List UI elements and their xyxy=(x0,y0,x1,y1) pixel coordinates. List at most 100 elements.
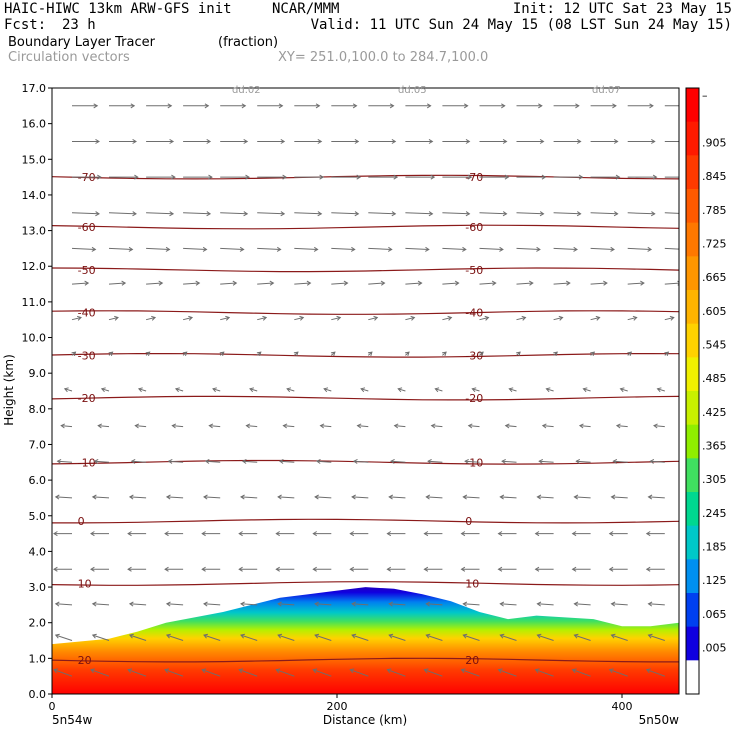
wind-vector xyxy=(537,603,554,606)
wind-vector-head xyxy=(649,103,654,109)
wind-vector-head xyxy=(645,668,651,674)
contour-line xyxy=(52,267,679,273)
wind-vector xyxy=(426,496,443,499)
wind-vector-head xyxy=(275,566,280,572)
colorbar-swatch xyxy=(686,121,699,156)
wind-vector-head xyxy=(282,174,287,180)
wind-vector xyxy=(590,212,618,215)
wind-vector-head xyxy=(664,351,670,357)
wind-vector xyxy=(574,603,591,606)
wind-vector xyxy=(463,603,480,606)
wind-vector xyxy=(394,425,406,428)
wind-vector-head xyxy=(164,566,169,572)
wind-vector xyxy=(516,247,540,250)
wind-vector-head xyxy=(204,458,210,464)
wind-vector-head xyxy=(613,211,619,217)
wind-vector-head xyxy=(516,351,521,357)
wind-vector-head xyxy=(582,387,588,393)
colorbar-label: – xyxy=(702,89,708,102)
wind-vector-head xyxy=(608,531,614,537)
wind-vector-head xyxy=(351,494,356,500)
colorbar: – .905 .845 .785 .725 .665 .605 .545 .485 .425 .36… xyxy=(685,87,727,695)
wind-vector xyxy=(611,634,628,641)
colorbar-frame xyxy=(685,87,700,695)
wind-vector-head xyxy=(56,458,62,464)
y-tick-label: 4.0 xyxy=(29,545,47,558)
wind-vector-head xyxy=(134,423,140,429)
wind-vector xyxy=(657,388,665,392)
wind-vector-head xyxy=(647,601,653,607)
wind-vector-head xyxy=(91,633,97,639)
wind-vector-head xyxy=(238,531,243,537)
colorbar-swatch xyxy=(686,559,699,594)
wind-vector-head xyxy=(306,280,312,286)
colorbar-swatch xyxy=(686,290,699,325)
wind-vector-head xyxy=(169,138,175,144)
wind-vector-head xyxy=(573,633,579,639)
colorbar-swatch xyxy=(686,256,699,291)
wind-vector xyxy=(479,282,496,285)
contour-label: -30 xyxy=(465,349,483,362)
wind-vector-head xyxy=(352,458,358,464)
wind-vector-head xyxy=(351,601,356,607)
wind-vector xyxy=(424,669,443,677)
wind-vector xyxy=(183,212,211,215)
wind-vector-head xyxy=(91,601,97,607)
y-tick-label: 16.0 xyxy=(22,118,47,131)
wind-vector-head xyxy=(425,601,431,607)
contour-label: -40 xyxy=(78,307,96,320)
wind-vector xyxy=(442,247,466,250)
wind-vector-head xyxy=(656,387,662,393)
wind-vector-head xyxy=(130,458,136,464)
wind-vector xyxy=(611,496,628,499)
colorbar-swatch xyxy=(686,525,699,560)
y-tick-label: 14.0 xyxy=(22,189,47,202)
wind-vector xyxy=(590,317,600,321)
colorbar-swatch xyxy=(686,593,699,628)
wind-vector-head xyxy=(571,668,577,674)
wind-vector xyxy=(648,603,665,606)
y-tick-label: 0.0 xyxy=(29,688,47,701)
wind-vector-head xyxy=(63,387,69,393)
wind-vector-head xyxy=(388,633,394,639)
wind-vector-head xyxy=(174,387,180,393)
wind-vector-head xyxy=(128,494,134,500)
wind-vector xyxy=(357,425,369,428)
wind-vector xyxy=(220,317,230,321)
wind-vector xyxy=(650,460,665,463)
contour-line xyxy=(52,518,679,524)
wind-vector xyxy=(314,634,332,641)
wind-vector-head xyxy=(275,531,280,537)
wind-vector xyxy=(168,460,184,463)
x-axis-label: Distance (km) xyxy=(323,713,407,727)
wind-vector xyxy=(164,669,184,677)
wind-vector xyxy=(146,247,170,250)
wind-vector xyxy=(94,460,110,463)
wind-vector-head xyxy=(53,531,58,537)
wind-vector-head xyxy=(158,280,164,286)
contour-label: -60 xyxy=(465,221,483,234)
wind-vector-head xyxy=(499,633,505,639)
wind-vector-head xyxy=(71,351,77,357)
wind-vector xyxy=(331,317,341,321)
wind-vector xyxy=(352,496,369,499)
wind-vector-head xyxy=(615,174,621,180)
wind-vector-head xyxy=(578,174,584,180)
wind-vector-head xyxy=(314,633,320,639)
tracer-field xyxy=(52,587,679,694)
wind-vector xyxy=(502,460,517,463)
wind-vector-head xyxy=(108,351,114,357)
wind-vector-head xyxy=(293,351,299,357)
wind-vector-head xyxy=(553,351,558,357)
wind-vector-head xyxy=(467,423,473,429)
wind-vector xyxy=(579,425,591,428)
wind-vector-head xyxy=(165,601,171,607)
contour-label: -30 xyxy=(78,349,96,362)
wind-vector-head xyxy=(428,211,434,217)
wind-vector-head xyxy=(169,211,175,217)
wind-vector xyxy=(108,212,137,215)
wind-vector xyxy=(442,212,470,215)
wind-vector-head xyxy=(497,531,503,537)
wind-vector-head xyxy=(127,566,132,572)
wind-vector xyxy=(426,634,443,641)
